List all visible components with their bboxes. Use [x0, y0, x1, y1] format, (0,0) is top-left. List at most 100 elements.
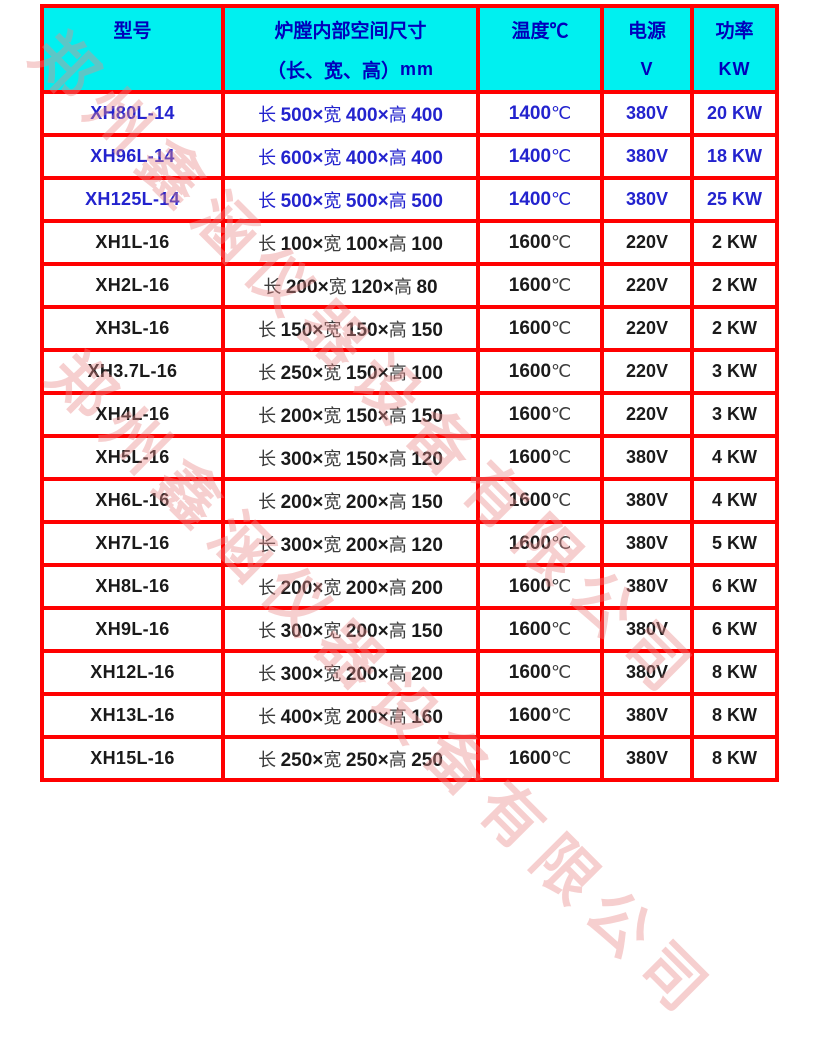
times-sign: × [312, 233, 324, 255]
temperature-cell: 1600℃ [476, 606, 604, 653]
dim-value: 100 [411, 233, 443, 255]
header-chamber-sub: （长、宽、高） [266, 60, 400, 82]
celsius-sign: ℃ [551, 360, 572, 381]
dim-value: 200 [280, 577, 313, 599]
dim-value: 120 [351, 276, 383, 298]
dim-value: 150 [345, 405, 378, 427]
model-cell: XH13L-16 [40, 692, 225, 739]
dim-label: 宽 [323, 706, 346, 727]
dimensions-cell: 长 300×宽 200×高 200 [221, 649, 480, 696]
times-sign: × [312, 190, 324, 212]
dim-value: 200 [345, 491, 378, 513]
power-cell: 2 KW [690, 262, 779, 309]
times-sign: × [377, 663, 389, 685]
power-cell: 20 KW [690, 90, 779, 137]
voltage-cell: 380V [600, 735, 694, 782]
dim-value: 200 [280, 491, 313, 513]
times-sign: × [377, 749, 389, 771]
dimensions-cell: 长 300×宽 150×高 120 [221, 434, 480, 481]
dim-value: 250 [280, 362, 313, 384]
dim-label: 长 [258, 448, 281, 469]
header-power-supply: 电源 V [600, 4, 694, 94]
dim-value: 500 [411, 190, 443, 212]
dim-label: 宽 [323, 190, 346, 211]
model-cell: XH9L-16 [40, 606, 225, 653]
temperature-cell: 1600℃ [476, 735, 604, 782]
power-cell: 8 KW [690, 692, 779, 739]
voltage-cell: 380V [600, 563, 694, 610]
dim-label: 宽 [323, 620, 346, 641]
dim-value: 300 [280, 534, 313, 556]
celsius-sign: ℃ [551, 446, 572, 467]
dim-label: 宽 [323, 577, 346, 598]
times-sign: × [377, 448, 389, 470]
spec-sheet-page: 郑州鑫涵仪器设备有限公司 郑州鑫涵仪器设备有限公司 型号 炉膛内部空间尺寸 （长… [17, 4, 779, 1034]
times-sign: × [377, 577, 389, 599]
model-cell: XH3.7L-16 [40, 348, 225, 395]
times-sign: × [312, 663, 324, 685]
dim-label: 宽 [323, 147, 346, 168]
celsius-sign: ℃ [551, 575, 572, 596]
table-row: XH5L-16 长 300×宽 150×高 120 1600℃ 380V 4 KW [40, 434, 779, 481]
celsius-sign: ℃ [551, 102, 572, 123]
dim-label: 长 [258, 491, 281, 512]
header-row: 型号 炉膛内部空间尺寸 （长、宽、高） mm 温度℃ 电源 [40, 4, 779, 94]
times-sign: × [312, 577, 324, 599]
temperature-cell: 1600℃ [476, 649, 604, 696]
dim-value: 150 [411, 491, 443, 513]
temperature-value: 1600 [508, 489, 552, 511]
times-sign: × [312, 319, 324, 341]
temperature-value: 1600 [508, 575, 552, 597]
dim-label: 长 [258, 749, 281, 770]
times-sign: × [377, 405, 389, 427]
times-sign: × [312, 448, 324, 470]
dim-value: 300 [280, 663, 313, 685]
dim-label: 高 [388, 706, 412, 727]
temperature-value: 1400 [508, 188, 552, 210]
voltage-cell: 220V [600, 391, 694, 438]
dim-label: 高 [388, 233, 412, 254]
temperature-value: 1600 [508, 618, 552, 640]
temperature-cell: 1400℃ [476, 176, 604, 223]
model-cell: XH2L-16 [40, 262, 225, 309]
dim-value: 600 [280, 147, 313, 169]
dim-value: 500 [280, 190, 313, 212]
model-cell: XH6L-16 [40, 477, 225, 524]
times-sign: × [377, 233, 389, 255]
dimensions-cell: 长 500×宽 500×高 500 [221, 176, 480, 223]
dimensions-cell: 长 600×宽 400×高 400 [221, 133, 480, 180]
dim-value: 150 [411, 405, 443, 427]
dim-value: 400 [411, 147, 443, 169]
dim-label: 长 [263, 276, 286, 297]
temperature-cell: 1600℃ [476, 305, 604, 352]
times-sign: × [377, 190, 389, 212]
temperature-value: 1400 [508, 102, 552, 124]
dim-label: 高 [388, 534, 412, 555]
dim-label: 长 [258, 577, 281, 598]
times-sign: × [377, 362, 389, 384]
times-sign: × [312, 362, 324, 384]
times-sign: × [377, 104, 389, 126]
model-cell: XH1L-16 [40, 219, 225, 266]
dimensions-cell: 长 500×宽 400×高 400 [221, 90, 480, 137]
dim-value: 400 [411, 104, 443, 126]
voltage-cell: 380V [600, 176, 694, 223]
table-row: XH7L-16 长 300×宽 200×高 120 1600℃ 380V 5 KW [40, 520, 779, 567]
dim-label: 宽 [323, 663, 346, 684]
times-sign: × [382, 276, 394, 298]
dim-value: 100 [345, 233, 378, 255]
dim-label: 长 [258, 104, 281, 125]
dim-value: 500 [345, 190, 378, 212]
times-sign: × [377, 534, 389, 556]
header-chamber-title: 炉膛内部空间尺寸 [274, 20, 427, 42]
dimensions-cell: 长 100×宽 100×高 100 [221, 219, 480, 266]
temperature-cell: 1600℃ [476, 520, 604, 567]
spec-table-wrapper: 型号 炉膛内部空间尺寸 （长、宽、高） mm 温度℃ 电源 [40, 4, 779, 782]
power-cell: 6 KW [690, 606, 779, 653]
table-body: XH80L-14 长 500×宽 400×高 400 1400℃ 380V 20 KW X… [40, 90, 779, 782]
dim-value: 200 [411, 663, 443, 685]
temperature-cell: 1600℃ [476, 348, 604, 395]
table-row: XH6L-16 长 200×宽 200×高 150 1600℃ 380V 4 KW [40, 477, 779, 524]
model-cell: XH125L-14 [40, 176, 225, 223]
dim-value: 100 [411, 362, 443, 384]
